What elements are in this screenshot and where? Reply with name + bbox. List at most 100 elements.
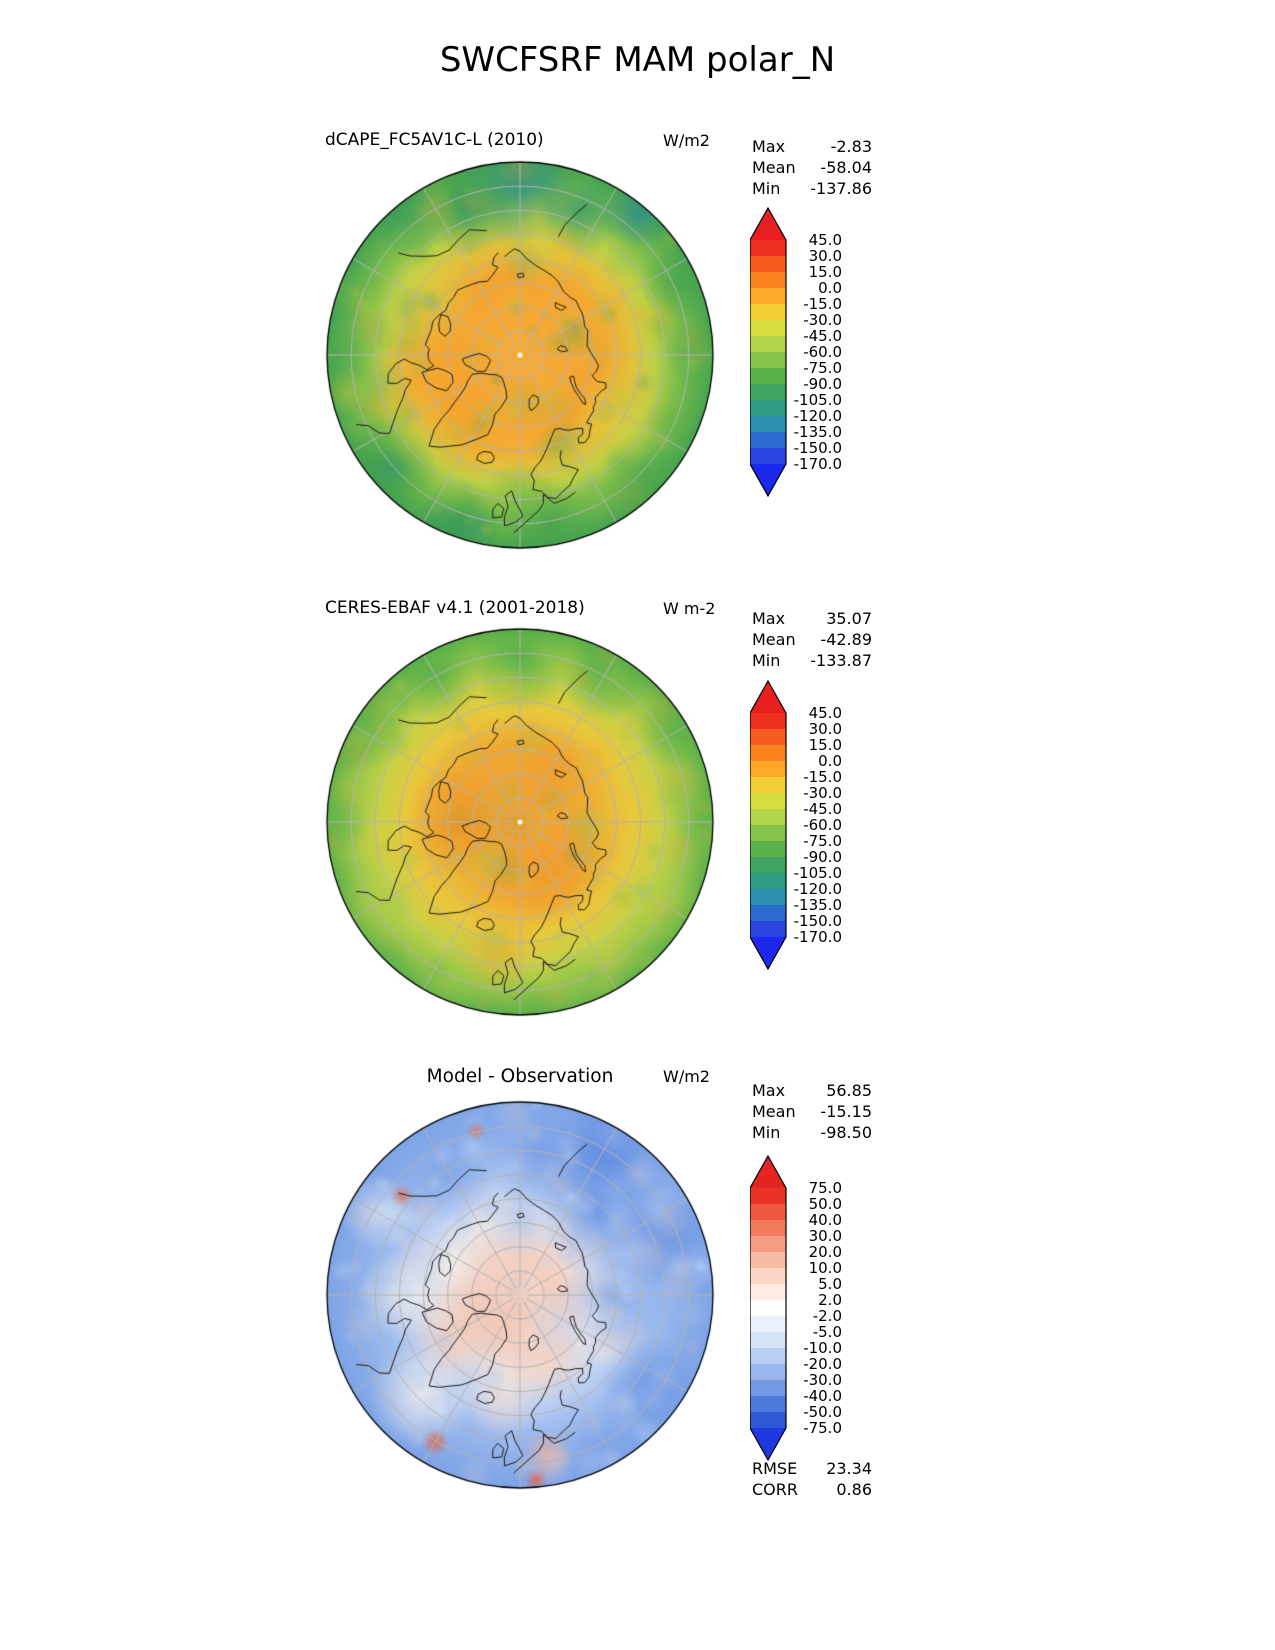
stat-row: Min -98.50 (752, 1122, 872, 1143)
stat-label: Min (752, 1123, 781, 1142)
svg-text:-30.0: -30.0 (803, 1371, 842, 1389)
svg-text:0.0: 0.0 (818, 279, 842, 297)
stat-row: Mean -58.04 (752, 157, 872, 178)
obs-units: W m-2 (663, 599, 716, 618)
stat-value: -137.86 (810, 179, 872, 198)
stat-label: Min (752, 179, 781, 198)
svg-text:-45.0: -45.0 (803, 800, 842, 818)
stat-row: CORR 0.86 (752, 1479, 872, 1500)
svg-text:50.0: 50.0 (809, 1195, 842, 1213)
svg-text:-170.0: -170.0 (794, 455, 842, 473)
stat-label: RMSE (752, 1459, 798, 1478)
svg-text:-75.0: -75.0 (803, 1419, 842, 1437)
svg-text:-120.0: -120.0 (794, 880, 842, 898)
diff-label: Model - Observation (426, 1066, 614, 1087)
stat-value: -2.83 (830, 137, 872, 156)
svg-text:-40.0: -40.0 (803, 1387, 842, 1405)
stat-label: Max (752, 1081, 786, 1100)
svg-text:-45.0: -45.0 (803, 327, 842, 345)
svg-text:0.0: 0.0 (818, 752, 842, 770)
svg-text:-105.0: -105.0 (794, 864, 842, 882)
svg-text:-15.0: -15.0 (803, 295, 842, 313)
svg-text:2.0: 2.0 (818, 1291, 842, 1309)
svg-text:-120.0: -120.0 (794, 407, 842, 425)
stat-row: Max 56.85 (752, 1080, 872, 1101)
svg-text:-90.0: -90.0 (803, 848, 842, 866)
stat-value: -42.89 (820, 630, 872, 649)
stat-label: Mean (752, 630, 796, 649)
stat-value: -58.04 (820, 158, 872, 177)
stat-row: Mean -42.89 (752, 629, 872, 650)
diff-map (325, 1100, 715, 1490)
stat-label: Mean (752, 158, 796, 177)
svg-text:5.0: 5.0 (818, 1275, 842, 1293)
svg-text:-135.0: -135.0 (794, 423, 842, 441)
obs-label: CERES-EBAF v4.1 (2001-2018) (325, 598, 585, 618)
svg-text:-60.0: -60.0 (803, 816, 842, 834)
model-units: W/m2 (663, 131, 710, 150)
svg-text:30.0: 30.0 (809, 247, 842, 265)
panel-obs: CERES-EBAF v4.1 (2001-2018) W m-2 Max 35… (0, 598, 1275, 1068)
stat-row: Mean -15.15 (752, 1101, 872, 1122)
svg-text:-75.0: -75.0 (803, 832, 842, 850)
svg-text:-5.0: -5.0 (813, 1323, 842, 1341)
svg-text:40.0: 40.0 (809, 1211, 842, 1229)
stat-row: RMSE 23.34 (752, 1458, 872, 1479)
stat-label: Min (752, 651, 781, 670)
panel-diff: Model - Observation W/m2 Max 56.85 Mean … (0, 1066, 1275, 1536)
svg-text:-150.0: -150.0 (794, 912, 842, 930)
obs-stats: Max 35.07 Mean -42.89 Min -133.87 (752, 608, 872, 671)
svg-text:10.0: 10.0 (809, 1259, 842, 1277)
stat-value: -98.50 (820, 1123, 872, 1142)
model-colorbar: 45.030.015.00.0-15.0-30.0-45.0-60.0-75.0… (750, 207, 842, 497)
stat-label: Max (752, 137, 786, 156)
stat-row: Max -2.83 (752, 136, 872, 157)
svg-text:45.0: 45.0 (809, 231, 842, 249)
panel-model: dCAPE_FC5AV1C-L (2010) W/m2 Max -2.83 Me… (0, 130, 1275, 600)
svg-text:-2.0: -2.0 (813, 1307, 842, 1325)
svg-text:-90.0: -90.0 (803, 375, 842, 393)
stat-row: Min -137.86 (752, 178, 872, 199)
stat-value: -15.15 (820, 1102, 872, 1121)
stat-label: Max (752, 609, 786, 628)
obs-map (325, 627, 715, 1017)
stat-value: 35.07 (826, 609, 872, 628)
svg-text:-20.0: -20.0 (803, 1355, 842, 1373)
svg-text:-30.0: -30.0 (803, 784, 842, 802)
stat-label: CORR (752, 1480, 798, 1499)
svg-text:-15.0: -15.0 (803, 768, 842, 786)
svg-text:-60.0: -60.0 (803, 343, 842, 361)
stat-value: -133.87 (810, 651, 872, 670)
diff-stats: Max 56.85 Mean -15.15 Min -98.50 (752, 1080, 872, 1143)
diff-colorbar: 75.050.040.030.020.010.05.02.0-2.0-5.0-1… (750, 1155, 842, 1461)
svg-text:-75.0: -75.0 (803, 359, 842, 377)
model-map (325, 160, 715, 550)
svg-text:15.0: 15.0 (809, 263, 842, 281)
svg-text:45.0: 45.0 (809, 704, 842, 722)
svg-text:-170.0: -170.0 (794, 928, 842, 946)
model-stats: Max -2.83 Mean -58.04 Min -137.86 (752, 136, 872, 199)
page-title: SWCFSRF MAM polar_N (439, 40, 836, 80)
stat-value: 23.34 (826, 1459, 872, 1478)
svg-text:75.0: 75.0 (809, 1179, 842, 1197)
svg-text:-105.0: -105.0 (794, 391, 842, 409)
stat-label: Mean (752, 1102, 796, 1121)
diff-units: W/m2 (663, 1067, 710, 1086)
obs-colorbar: 45.030.015.00.0-15.0-30.0-45.0-60.0-75.0… (750, 680, 842, 970)
diff-extra-stats: RMSE 23.34 CORR 0.86 (752, 1458, 872, 1500)
svg-text:30.0: 30.0 (809, 720, 842, 738)
stat-value: 56.85 (826, 1081, 872, 1100)
stat-row: Max 35.07 (752, 608, 872, 629)
svg-text:-150.0: -150.0 (794, 439, 842, 457)
stat-row: Min -133.87 (752, 650, 872, 671)
svg-text:20.0: 20.0 (809, 1243, 842, 1261)
model-label: dCAPE_FC5AV1C-L (2010) (325, 130, 544, 150)
svg-text:15.0: 15.0 (809, 736, 842, 754)
svg-text:30.0: 30.0 (809, 1227, 842, 1245)
svg-text:-50.0: -50.0 (803, 1403, 842, 1421)
svg-text:-135.0: -135.0 (794, 896, 842, 914)
svg-text:-30.0: -30.0 (803, 311, 842, 329)
svg-text:-10.0: -10.0 (803, 1339, 842, 1357)
stat-value: 0.86 (836, 1480, 872, 1499)
